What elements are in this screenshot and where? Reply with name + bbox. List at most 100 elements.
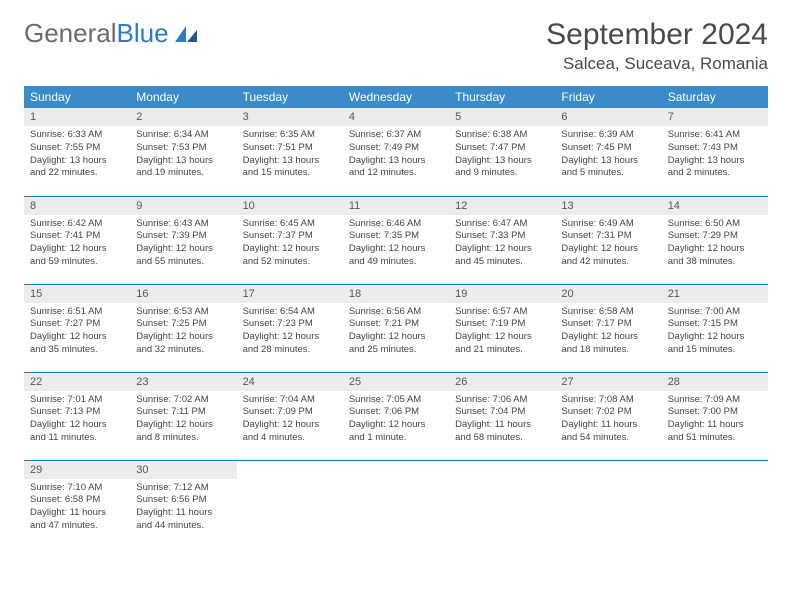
daylight-line: Daylight: 11 hours and 54 minutes. — [561, 419, 655, 445]
day-body: Sunrise: 6:43 AMSunset: 7:39 PMDaylight:… — [130, 215, 236, 275]
day-body: Sunrise: 6:58 AMSunset: 7:17 PMDaylight:… — [555, 303, 661, 363]
weekday-header-row: Sunday Monday Tuesday Wednesday Thursday… — [24, 86, 768, 108]
weekday-header: Saturday — [662, 86, 768, 108]
calendar-cell: 12Sunrise: 6:47 AMSunset: 7:33 PMDayligh… — [449, 196, 555, 284]
calendar-row: 22Sunrise: 7:01 AMSunset: 7:13 PMDayligh… — [24, 372, 768, 460]
day-number: 20 — [555, 285, 661, 303]
daylight-line: Daylight: 12 hours and 8 minutes. — [136, 419, 230, 445]
daylight-line: Daylight: 12 hours and 28 minutes. — [243, 331, 337, 357]
header: GeneralBlue September 2024 Salcea, Sucea… — [24, 18, 768, 74]
day-number: 11 — [343, 197, 449, 215]
weekday-header: Monday — [130, 86, 236, 108]
day-body: Sunrise: 6:47 AMSunset: 7:33 PMDaylight:… — [449, 215, 555, 275]
day-number: 25 — [343, 373, 449, 391]
day-body: Sunrise: 6:42 AMSunset: 7:41 PMDaylight:… — [24, 215, 130, 275]
day-body: Sunrise: 6:51 AMSunset: 7:27 PMDaylight:… — [24, 303, 130, 363]
sunrise-line: Sunrise: 7:01 AM — [30, 394, 124, 407]
day-number: 29 — [24, 461, 130, 479]
daylight-line: Daylight: 13 hours and 15 minutes. — [243, 155, 337, 181]
sunset-line: Sunset: 7:11 PM — [136, 406, 230, 419]
daylight-line: Daylight: 13 hours and 22 minutes. — [30, 155, 124, 181]
weekday-header: Tuesday — [237, 86, 343, 108]
daylight-line: Daylight: 11 hours and 47 minutes. — [30, 507, 124, 533]
sunset-line: Sunset: 7:49 PM — [349, 142, 443, 155]
calendar-cell — [449, 460, 555, 548]
calendar-cell: 10Sunrise: 6:45 AMSunset: 7:37 PMDayligh… — [237, 196, 343, 284]
sunset-line: Sunset: 7:35 PM — [349, 230, 443, 243]
calendar-cell: 22Sunrise: 7:01 AMSunset: 7:13 PMDayligh… — [24, 372, 130, 460]
daylight-line: Daylight: 13 hours and 9 minutes. — [455, 155, 549, 181]
day-number: 23 — [130, 373, 236, 391]
day-number: 21 — [662, 285, 768, 303]
sunset-line: Sunset: 7:19 PM — [455, 318, 549, 331]
calendar-cell: 6Sunrise: 6:39 AMSunset: 7:45 PMDaylight… — [555, 108, 661, 196]
day-number: 18 — [343, 285, 449, 303]
sunset-line: Sunset: 7:37 PM — [243, 230, 337, 243]
calendar-cell: 9Sunrise: 6:43 AMSunset: 7:39 PMDaylight… — [130, 196, 236, 284]
calendar-cell: 27Sunrise: 7:08 AMSunset: 7:02 PMDayligh… — [555, 372, 661, 460]
day-body: Sunrise: 7:10 AMSunset: 6:58 PMDaylight:… — [24, 479, 130, 539]
sunrise-line: Sunrise: 7:09 AM — [668, 394, 762, 407]
daylight-line: Daylight: 12 hours and 15 minutes. — [668, 331, 762, 357]
calendar-cell: 19Sunrise: 6:57 AMSunset: 7:19 PMDayligh… — [449, 284, 555, 372]
sunset-line: Sunset: 7:47 PM — [455, 142, 549, 155]
title-block: September 2024 Salcea, Suceava, Romania — [546, 18, 768, 74]
sunset-line: Sunset: 7:51 PM — [243, 142, 337, 155]
calendar-cell: 18Sunrise: 6:56 AMSunset: 7:21 PMDayligh… — [343, 284, 449, 372]
daylight-line: Daylight: 12 hours and 25 minutes. — [349, 331, 443, 357]
sunrise-line: Sunrise: 6:57 AM — [455, 306, 549, 319]
calendar-cell: 4Sunrise: 6:37 AMSunset: 7:49 PMDaylight… — [343, 108, 449, 196]
weekday-header: Thursday — [449, 86, 555, 108]
sunset-line: Sunset: 7:41 PM — [30, 230, 124, 243]
calendar-cell — [343, 460, 449, 548]
sunset-line: Sunset: 7:04 PM — [455, 406, 549, 419]
sunrise-line: Sunrise: 6:50 AM — [668, 218, 762, 231]
daylight-line: Daylight: 12 hours and 49 minutes. — [349, 243, 443, 269]
daylight-line: Daylight: 13 hours and 19 minutes. — [136, 155, 230, 181]
day-number: 1 — [24, 108, 130, 126]
calendar-cell: 13Sunrise: 6:49 AMSunset: 7:31 PMDayligh… — [555, 196, 661, 284]
sunset-line: Sunset: 7:06 PM — [349, 406, 443, 419]
calendar-cell: 29Sunrise: 7:10 AMSunset: 6:58 PMDayligh… — [24, 460, 130, 548]
sunrise-line: Sunrise: 6:33 AM — [30, 129, 124, 142]
calendar-cell — [555, 460, 661, 548]
day-number: 5 — [449, 108, 555, 126]
daylight-line: Daylight: 12 hours and 35 minutes. — [30, 331, 124, 357]
sunrise-line: Sunrise: 6:35 AM — [243, 129, 337, 142]
sunrise-line: Sunrise: 7:00 AM — [668, 306, 762, 319]
weekday-header: Wednesday — [343, 86, 449, 108]
sunrise-line: Sunrise: 7:06 AM — [455, 394, 549, 407]
calendar-cell: 21Sunrise: 7:00 AMSunset: 7:15 PMDayligh… — [662, 284, 768, 372]
sunrise-line: Sunrise: 6:54 AM — [243, 306, 337, 319]
day-body: Sunrise: 6:46 AMSunset: 7:35 PMDaylight:… — [343, 215, 449, 275]
sunrise-line: Sunrise: 6:58 AM — [561, 306, 655, 319]
day-number: 28 — [662, 373, 768, 391]
sunset-line: Sunset: 7:17 PM — [561, 318, 655, 331]
calendar-row: 1Sunrise: 6:33 AMSunset: 7:55 PMDaylight… — [24, 108, 768, 196]
day-body: Sunrise: 7:12 AMSunset: 6:56 PMDaylight:… — [130, 479, 236, 539]
daylight-line: Daylight: 12 hours and 11 minutes. — [30, 419, 124, 445]
calendar-cell: 5Sunrise: 6:38 AMSunset: 7:47 PMDaylight… — [449, 108, 555, 196]
calendar-cell: 2Sunrise: 6:34 AMSunset: 7:53 PMDaylight… — [130, 108, 236, 196]
day-body: Sunrise: 7:02 AMSunset: 7:11 PMDaylight:… — [130, 391, 236, 451]
day-body: Sunrise: 6:57 AMSunset: 7:19 PMDaylight:… — [449, 303, 555, 363]
weekday-header: Sunday — [24, 86, 130, 108]
sunrise-line: Sunrise: 6:56 AM — [349, 306, 443, 319]
calendar-row: 29Sunrise: 7:10 AMSunset: 6:58 PMDayligh… — [24, 460, 768, 548]
sunrise-line: Sunrise: 6:45 AM — [243, 218, 337, 231]
daylight-line: Daylight: 12 hours and 55 minutes. — [136, 243, 230, 269]
day-number: 2 — [130, 108, 236, 126]
sunset-line: Sunset: 7:00 PM — [668, 406, 762, 419]
day-number: 15 — [24, 285, 130, 303]
day-body: Sunrise: 6:56 AMSunset: 7:21 PMDaylight:… — [343, 303, 449, 363]
sunset-line: Sunset: 6:58 PM — [30, 494, 124, 507]
day-number: 3 — [237, 108, 343, 126]
sunrise-line: Sunrise: 6:34 AM — [136, 129, 230, 142]
sunset-line: Sunset: 7:29 PM — [668, 230, 762, 243]
sunset-line: Sunset: 7:31 PM — [561, 230, 655, 243]
calendar-cell — [237, 460, 343, 548]
weekday-header: Friday — [555, 86, 661, 108]
day-body: Sunrise: 6:39 AMSunset: 7:45 PMDaylight:… — [555, 126, 661, 186]
day-number: 4 — [343, 108, 449, 126]
calendar-cell: 23Sunrise: 7:02 AMSunset: 7:11 PMDayligh… — [130, 372, 236, 460]
